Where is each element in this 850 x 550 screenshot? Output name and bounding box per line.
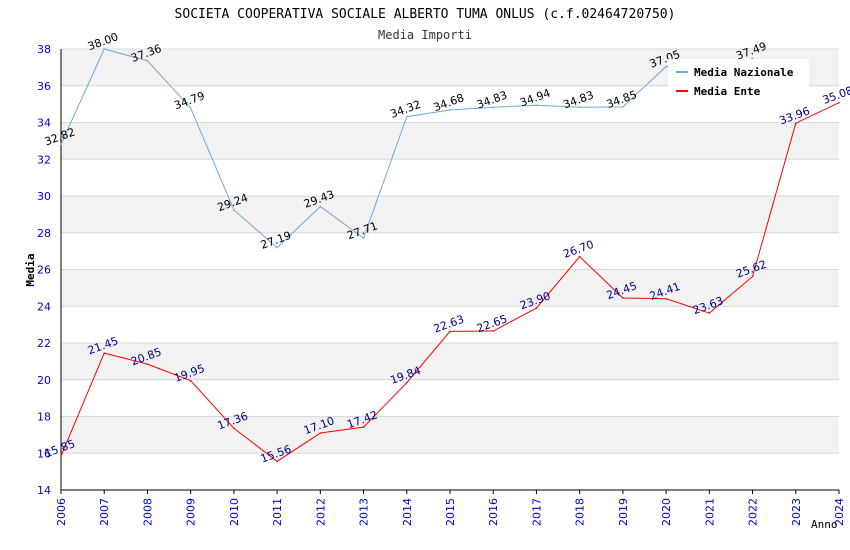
x-tick-label: 2018 [574, 498, 587, 526]
data-point [189, 379, 192, 382]
y-tick-label: 26 [37, 264, 51, 277]
y-tick-label: 32 [37, 153, 51, 166]
x-tick-label: 2007 [98, 498, 111, 526]
data-point [319, 432, 322, 434]
data-point [665, 297, 667, 300]
x-tick-label: 2016 [487, 498, 500, 526]
data-point [60, 455, 62, 457]
x-tick-label: 2012 [314, 498, 327, 526]
data-point [449, 109, 451, 111]
data-point [535, 307, 538, 309]
data-point [794, 122, 797, 125]
x-tick-label: 2006 [55, 498, 68, 526]
data-point [276, 246, 278, 249]
chart-title: SOCIETA COOPERATIVA SOCIALE ALBERTO TUMA… [175, 7, 676, 22]
data-label: 34.32 [389, 98, 423, 121]
data-point [233, 427, 235, 430]
data-point [622, 297, 624, 299]
x-tick-label: 2024 [833, 498, 846, 526]
x-tick-label: 2020 [660, 498, 673, 526]
y-tick-label: 36 [37, 80, 51, 93]
data-point [146, 363, 149, 365]
data-label: 34.83 [475, 88, 509, 111]
plot-band [61, 416, 839, 454]
data-point [578, 106, 581, 109]
plot-background [61, 48, 839, 491]
data-label: 35.08 [821, 84, 850, 107]
data-point [622, 106, 624, 108]
data-label: 34.68 [432, 91, 466, 114]
y-tick-label: 24 [37, 300, 51, 313]
x-axis: 2006 2007 2008 2009 2010 2011 2012 2013 2014 2015… [55, 489, 846, 526]
plot-band [61, 196, 839, 233]
x-tick-label: 2023 [790, 498, 803, 526]
x-tick-label: 2011 [271, 498, 284, 526]
y-tick-label: 22 [37, 337, 51, 350]
y-tick-label: 16 [37, 447, 51, 460]
data-point [405, 381, 408, 384]
data-point [60, 143, 62, 145]
data-point [146, 59, 149, 62]
data-point [492, 106, 495, 109]
legend-entry: Media Ente [694, 85, 761, 98]
data-point [362, 237, 365, 239]
data-point [492, 330, 495, 332]
x-tick-label: 2013 [358, 498, 371, 526]
data-point [751, 57, 754, 60]
legend-box [668, 59, 809, 101]
y-tick-label: 14 [37, 484, 51, 497]
legend: Media Nazionale Media Ente [668, 59, 809, 101]
x-tick-label: 2015 [444, 498, 457, 526]
x-tick-label: 2010 [228, 498, 241, 526]
x-tick-label: 2008 [141, 498, 154, 526]
x-tick-label: 2022 [747, 498, 760, 526]
x-axis-label: Anno [811, 518, 838, 531]
data-label: 34.85 [605, 88, 639, 111]
data-point [751, 275, 754, 278]
data-point [405, 115, 408, 118]
y-axis-label: Media [24, 253, 37, 286]
x-tick-label: 2019 [617, 498, 630, 526]
plot-band [61, 269, 839, 307]
data-label: 15.85 [43, 437, 77, 460]
y-tick-label: 34 [37, 117, 51, 130]
x-tick-label: 2017 [530, 498, 543, 526]
y-axis: 14 16 18 20 22 24 26 28 30 32 34 36 38 [37, 43, 62, 497]
y-tick-label: 38 [37, 43, 51, 56]
plot-band [61, 122, 839, 160]
data-point [535, 104, 538, 107]
data-point [319, 205, 322, 208]
data-point [665, 65, 667, 68]
data-point [103, 352, 106, 354]
data-point [708, 312, 711, 314]
data-point [189, 107, 192, 109]
data-point [276, 460, 278, 463]
data-point [449, 330, 451, 333]
x-tick-label: 2009 [185, 498, 198, 526]
x-tick-label: 2014 [401, 498, 414, 526]
y-tick-label: 30 [37, 190, 51, 203]
y-tick-label: 18 [37, 411, 51, 424]
data-label: 34.79 [172, 89, 206, 112]
data-point [103, 48, 106, 50]
data-point [233, 209, 235, 211]
data-point [838, 101, 840, 104]
plot-band [61, 343, 839, 380]
y-tick-label: 20 [37, 374, 51, 387]
legend-entry: Media Nazionale [694, 66, 794, 79]
data-label: 34.83 [561, 88, 595, 111]
data-point [578, 255, 581, 258]
y-tick-label: 28 [37, 227, 51, 240]
data-label: 22.65 [475, 312, 509, 335]
data-point [362, 426, 365, 428]
chart-subtitle: Media Importi [378, 28, 472, 42]
x-tick-label: 2021 [703, 498, 716, 526]
